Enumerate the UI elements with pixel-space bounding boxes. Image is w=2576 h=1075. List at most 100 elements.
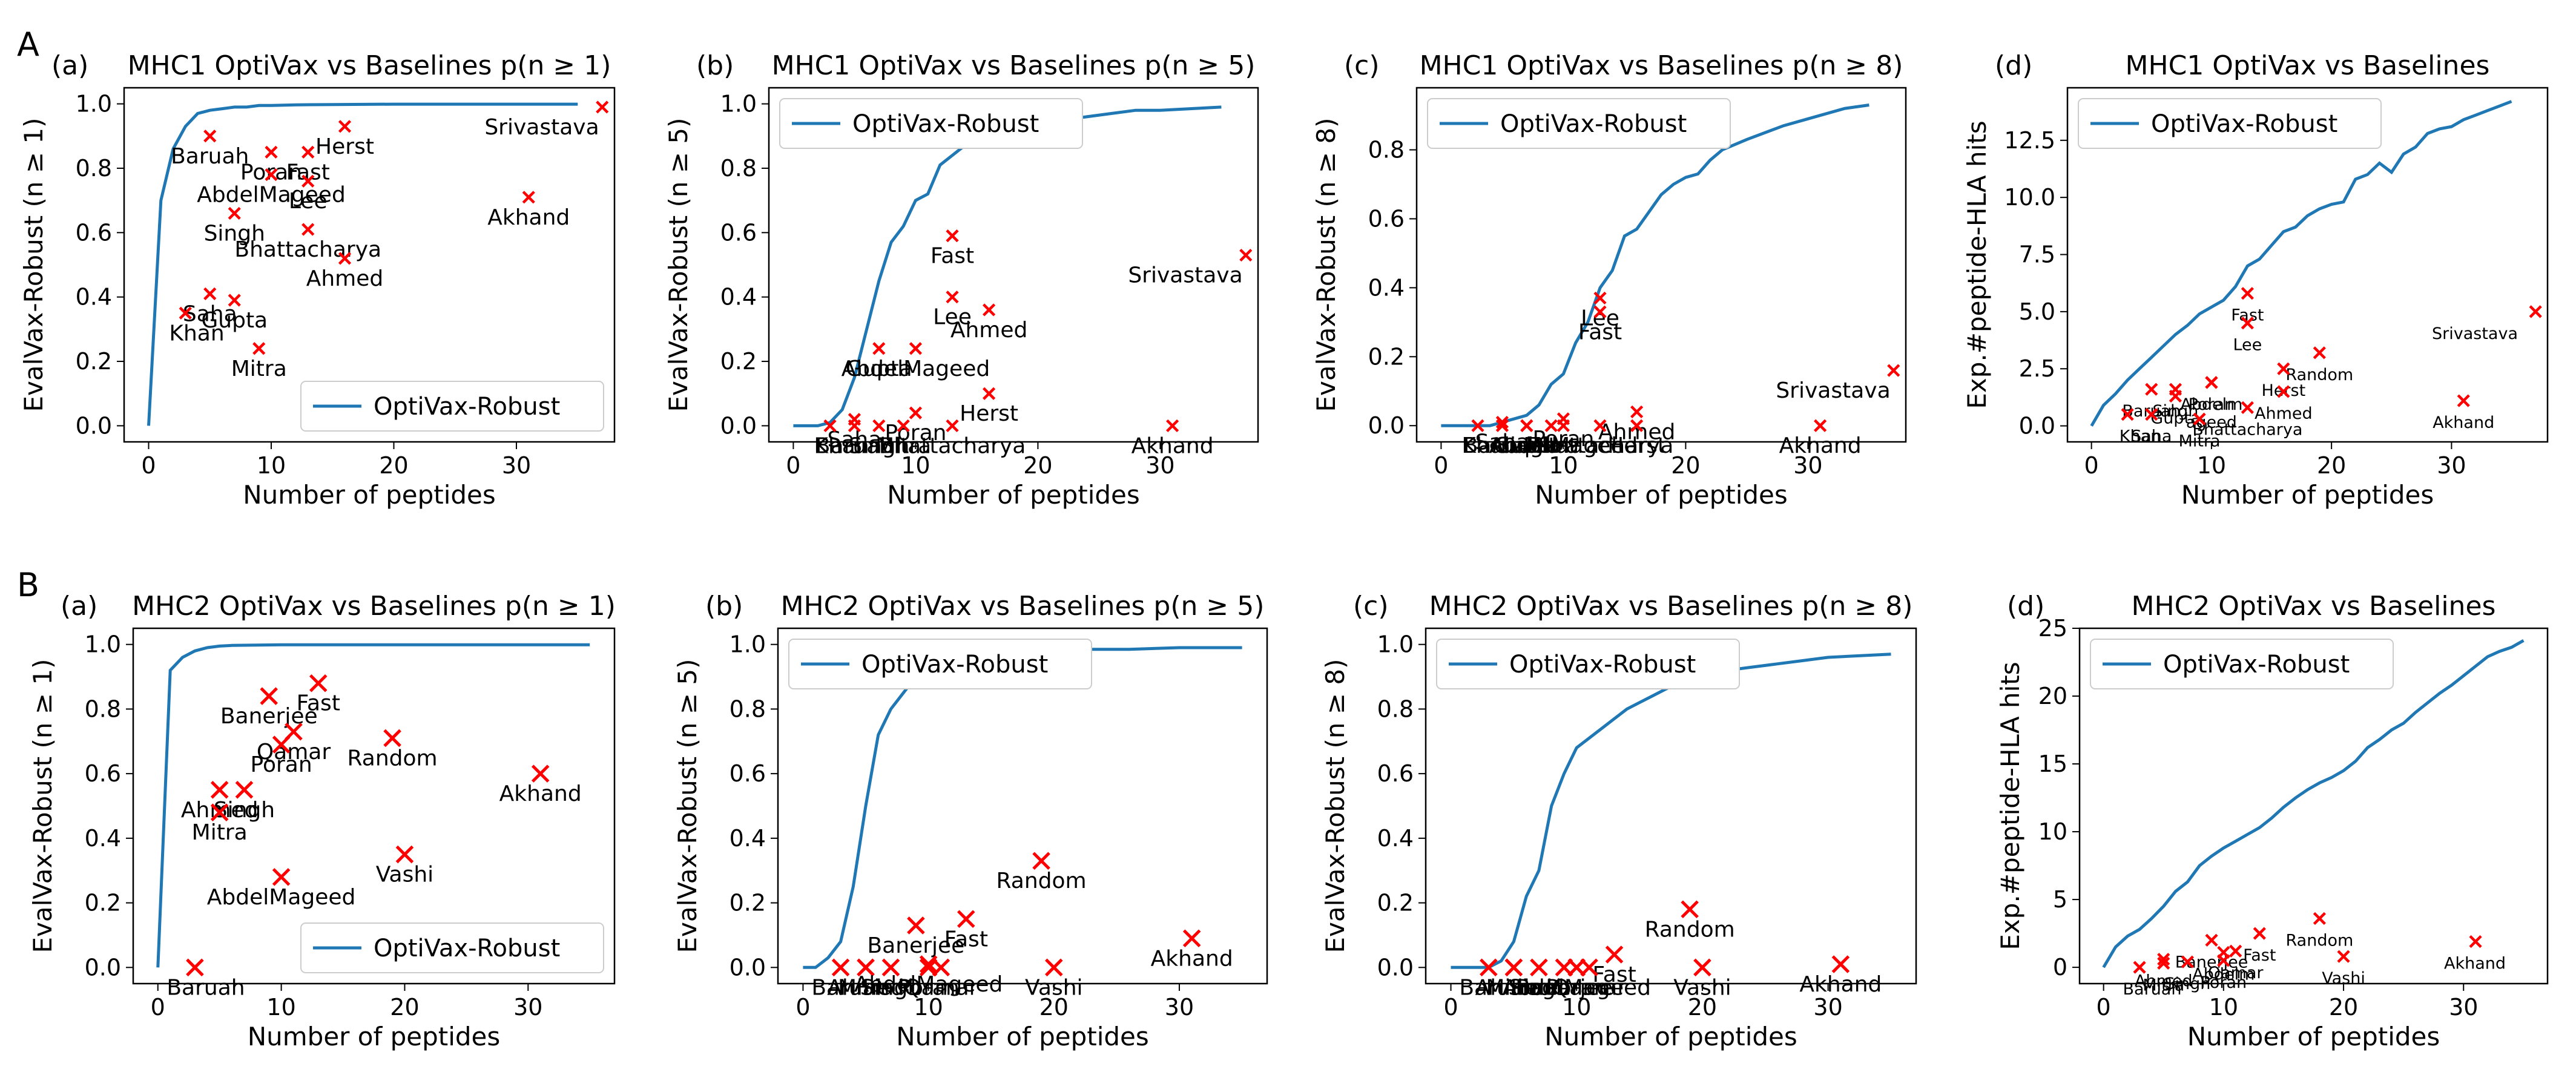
chart-title: MHC1 OptiVax vs Baselines [2126,50,2490,81]
baseline-label-fast: Fast [944,927,988,952]
baseline-marker-singh [881,958,900,977]
baseline-label-abdelmageed: AbdelMageed [207,885,356,910]
baseline-marker-random [383,729,401,748]
y-tick-label: 1.0 [1377,631,1414,658]
x-axis-label: Number of peptides [896,1022,1149,1051]
legend-label: OptiVax-Robust [2151,110,2337,138]
baseline-label-bhattacharya: Bhattacharya [2192,420,2302,439]
baseline-label-khan: Khan [2120,427,2161,446]
baseline-label-khan: Khan [169,321,224,346]
legend-label: OptiVax-Robust [2163,651,2350,679]
baseline-marker-gupta [228,294,241,307]
x-tick-label: 10 [914,994,943,1021]
legend-label: OptiVax-Robust [861,651,1048,679]
baseline-marker-fast [946,229,959,243]
baseline-label-saha: Saha [828,427,882,452]
baseline-label-singh: Singh [2152,402,2198,421]
baseline-marker-ahmed [2277,385,2290,398]
y-tick-label: 1.0 [720,91,757,117]
y-tick-label: 2.5 [2019,355,2055,382]
y-tick-label: 1.0 [76,91,112,117]
y-tick-label: 0.4 [730,825,766,852]
series-line-optivax-robust [1441,104,1869,427]
y-tick-label: 1.0 [85,631,121,658]
x-tick-label: 0 [1443,994,1458,1021]
baseline-label-fast: Fast [297,691,340,716]
baseline-label-ahmed: Ahmed [2255,404,2313,423]
baseline-label-poran: Poran [1532,427,1594,452]
baseline-label-singh: Singh [1496,433,1557,458]
baseline-marker-banerjee [2205,933,2218,947]
baseline-marker-abdelmageed [909,342,922,355]
baseline-label-random: Random [2285,366,2353,384]
baseline-marker-akhand [2457,394,2470,407]
y-tick-label: 0.0 [85,954,121,981]
legend-box [300,381,604,432]
y-tick-label: 0.4 [1377,825,1414,852]
baseline-label-fast: Fast [2243,946,2276,965]
baseline-label-srivastava: Srivastava [484,115,599,140]
legend: OptiVax-Robust [779,98,1083,149]
baseline-label-saha: Saha [2131,427,2172,446]
y-axis-label: EvalVax-Robust (n ≥ 1) [28,659,58,953]
legend-box [1436,639,1740,689]
panel-label: (b) [696,50,734,81]
series-line-optivax-robust [147,102,578,426]
x-tick-label: 0 [141,452,156,479]
x-tick-label: 0 [786,452,800,479]
legend-label: OptiVax-Robust [1500,110,1687,138]
baseline-marker-lee [1593,291,1607,305]
baseline-marker-baruah [203,130,217,143]
x-axis-label: Number of peptides [243,480,496,510]
baseline-label-akhand: Akhand [1779,433,1862,458]
series-line-optivax-robust [803,646,1242,969]
baseline-marker-singh [235,781,254,799]
baseline-marker-gupta [2169,389,2182,403]
y-tick-label: 25 [2038,615,2067,642]
legend-box [2090,639,2394,689]
baseline-label-abdelmageed: AbdelMageed [854,972,1003,997]
baseline-marker-khan [823,419,837,432]
x-tick-label: 30 [2449,994,2478,1021]
baseline-label-random: Random [348,746,438,771]
baseline-label-akhand: Akhand [1151,946,1233,971]
panel-label: (c) [1353,591,1389,622]
panel-label: (d) [1995,50,2032,81]
baseline-marker-baruah [186,958,204,977]
baseline-label-vashi: Vashi [1673,975,1731,1000]
x-tick-label: 20 [379,452,408,479]
panel-label: (a) [61,591,97,622]
baseline-marker-qamar [2229,944,2242,958]
baseline-label-mitra: Mitra [838,975,894,1000]
y-tick-label: 20 [2038,683,2067,709]
y-axis-label: EvalVax-Robust (n ≥ 8) [1311,118,1341,412]
baseline-label-mitra: Mitra [231,357,287,381]
baseline-marker-mitra [2157,956,2170,970]
x-tick-label: 0 [2084,452,2099,479]
y-tick-label: 0.4 [720,284,757,311]
y-axis-label: EvalVax-Robust (n ≥ 5) [664,118,693,412]
baseline-label-gupta: Gupta [1494,433,1560,458]
baseline-label-gupta: Gupta [846,357,912,381]
baseline-marker-ahmed [983,303,996,317]
baseline-label-baruah: Baruah [2123,980,2182,999]
baseline-label-fast: Fast [1592,962,1636,987]
baseline-label-singh: Singh [1508,975,1569,1000]
y-tick-label: 0.0 [720,412,757,439]
x-tick-label: 30 [1813,994,1842,1021]
baseline-marker-herst [983,387,996,400]
y-axis-label: EvalVax-Robust (n ≥ 8) [1320,659,1350,953]
baseline-label-vashi: Vashi [376,863,433,887]
baseline-marker-baruah [2133,961,2146,974]
baseline-marker-saha [1495,415,1509,429]
x-axis-label: Number of peptides [1535,480,1788,510]
legend: OptiVax-Robust [2090,639,2394,689]
panel-label: (c) [1344,50,1380,81]
baseline-label-bhattacharya: Bhattacharya [1527,433,1674,458]
panel-label: (d) [2007,591,2044,622]
x-tick-label: 30 [2437,452,2466,479]
plot-frame [1425,627,1917,985]
panel-label: (a) [51,50,88,81]
baseline-marker-herst [2277,362,2290,375]
